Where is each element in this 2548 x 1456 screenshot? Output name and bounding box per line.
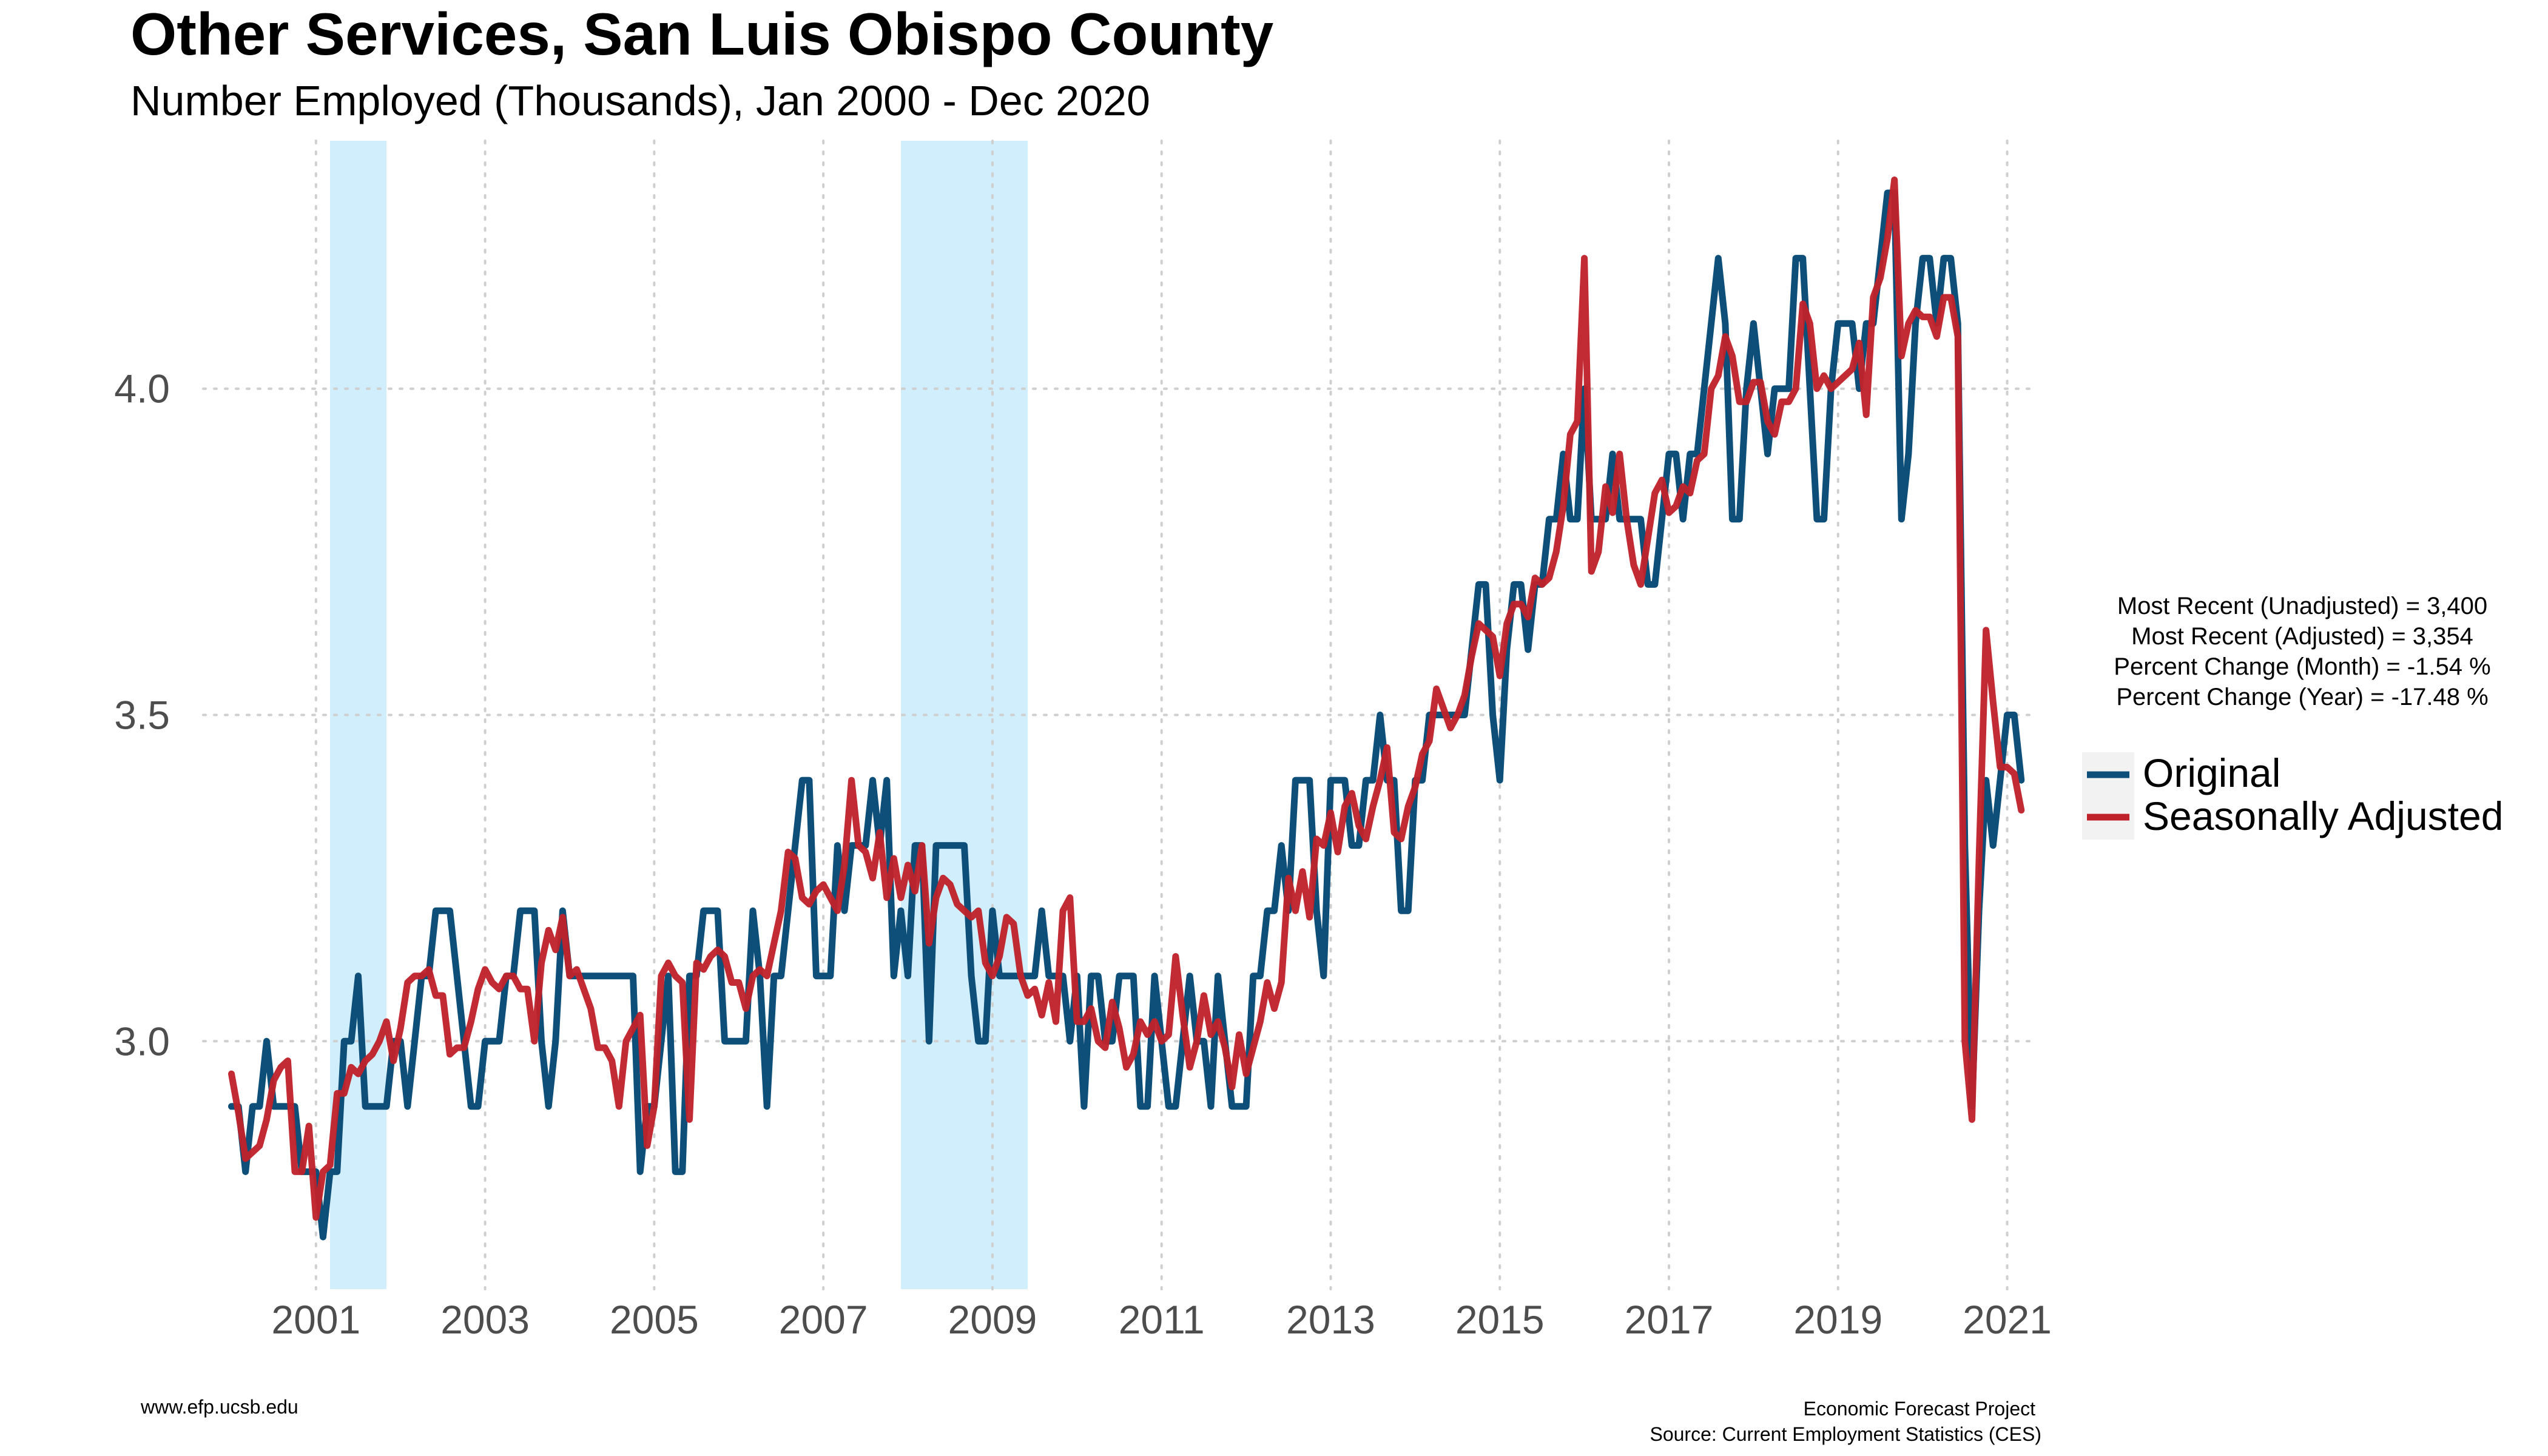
legend-label-original: Original <box>2143 750 2280 795</box>
legend-key-background <box>2082 752 2134 840</box>
x-tick-label-2017: 2017 <box>1625 1297 1714 1342</box>
recession-band-1 <box>900 141 1028 1289</box>
series-lines <box>228 177 2025 1241</box>
series-line-seasonally-adjusted <box>228 177 2025 1221</box>
x-axis-ticks: 2001 2003 2005 2007 2009 2011 2013 2015 2017 2019… <box>271 1297 2052 1342</box>
y-tick-label-4.0: 4.0 <box>114 366 170 411</box>
footer-project: Economic Forecast Project <box>1804 1398 2035 1420</box>
x-tick-label-2009: 2009 <box>948 1297 1037 1342</box>
chart-subtitle: Number Employed (Thousands), Jan 2000 - … <box>130 77 1150 124</box>
stat-most-recent-adjusted: Most Recent (Adjusted) = 3,354 <box>2131 623 2473 650</box>
stat-most-recent-unadjusted: Most Recent (Unadjusted) = 3,400 <box>2117 593 2487 619</box>
x-tick-label-2015: 2015 <box>1455 1297 1545 1342</box>
legend: Original Seasonally Adjusted <box>2082 750 2503 840</box>
x-tick-label-2011: 2011 <box>1119 1297 1205 1342</box>
stat-percent-change-month: Percent Change (Month) = -1.54 % <box>2114 653 2490 680</box>
x-tick-label-2001: 2001 <box>271 1297 360 1342</box>
series-line-original <box>228 189 2025 1241</box>
chart-title: Other Services, San Luis Obispo County <box>130 1 1273 67</box>
x-tick-label-2021: 2021 <box>1963 1297 2052 1342</box>
x-tick-label-2013: 2013 <box>1286 1297 1375 1342</box>
legend-label-seasonally-adjusted: Seasonally Adjusted <box>2143 794 2503 838</box>
grid-lines <box>202 140 2037 1290</box>
x-tick-label-2007: 2007 <box>779 1297 868 1342</box>
x-tick-label-2005: 2005 <box>610 1297 699 1342</box>
x-tick-label-2019: 2019 <box>1793 1297 1882 1342</box>
y-tick-label-3.5: 3.5 <box>114 693 170 738</box>
footer-website: www.efp.ucsb.edu <box>140 1396 298 1418</box>
stat-percent-change-year: Percent Change (Year) = -17.48 % <box>2116 684 2488 710</box>
x-tick-label-2003: 2003 <box>440 1297 530 1342</box>
y-tick-label-3.0: 3.0 <box>114 1019 170 1063</box>
y-axis-ticks: 3.0 3.5 4.0 <box>114 366 170 1064</box>
footer-source: Source: Current Employment Statistics (C… <box>1650 1423 2041 1445</box>
stats-block: Most Recent (Unadjusted) = 3,400 Most Re… <box>2114 593 2490 710</box>
recession-bands <box>330 141 1028 1289</box>
